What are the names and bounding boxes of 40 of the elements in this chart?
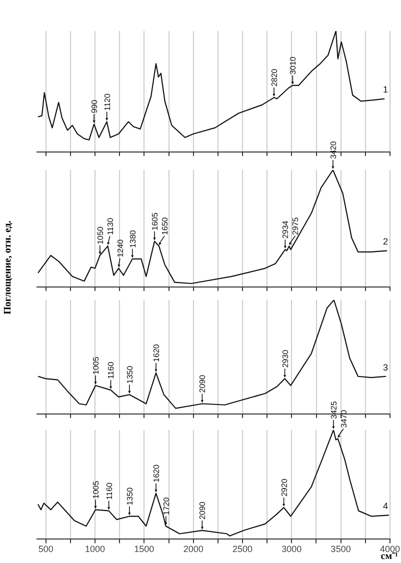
annotation: 1240 <box>116 238 125 258</box>
x-tick-label: 1500 <box>134 544 154 554</box>
annotation: 1620 <box>152 344 161 362</box>
annotation: 990 <box>90 99 100 114</box>
annotation: 3425 <box>329 400 338 419</box>
x-tick-label: 3000 <box>282 544 302 554</box>
annotation: 2090 <box>198 501 208 520</box>
annotation: 1050 <box>96 226 105 244</box>
annotation: 1130 <box>106 217 115 236</box>
annotation: 1605 <box>150 212 160 230</box>
annotation: 1005 <box>92 480 101 499</box>
annotation: 3470 <box>339 409 348 428</box>
x-tick-label: 1000 <box>84 544 106 554</box>
annotation: 1620 <box>152 464 161 482</box>
annotation: 2930 <box>280 349 290 368</box>
annotation: 2920 <box>280 478 289 497</box>
annotation: 1160 <box>104 482 114 500</box>
annotation: 1380 <box>128 230 138 248</box>
annotation: 2090 <box>198 374 208 393</box>
annotation: 1005 <box>92 356 101 374</box>
annotation: 3420 <box>328 140 338 159</box>
annotation: 2820 <box>270 68 279 87</box>
x-tick-label: 3500 <box>330 544 351 554</box>
annotation: 1350 <box>125 365 134 384</box>
annotation: 1720 <box>162 496 171 516</box>
annotation: 2934 <box>281 220 290 239</box>
annotation: 2975 <box>291 216 300 236</box>
annotation: 3 <box>382 362 388 372</box>
annotation: 1120 <box>102 92 112 111</box>
annotation: 1350 <box>125 486 134 506</box>
annotation: 1 <box>382 84 388 95</box>
annotation: 1160 <box>106 361 116 380</box>
x-tick-label: 2000 <box>183 544 204 554</box>
x-tick-label: 500 <box>38 544 54 554</box>
annotation: 2 <box>382 236 388 247</box>
annotation: 1650 <box>160 216 170 236</box>
x-tick-label: 2500 <box>232 544 253 554</box>
y-axis-title: Поглощение, отн. ед. <box>2 220 14 316</box>
annotation: 3010 <box>288 56 298 74</box>
annotation: 4 <box>382 501 388 512</box>
